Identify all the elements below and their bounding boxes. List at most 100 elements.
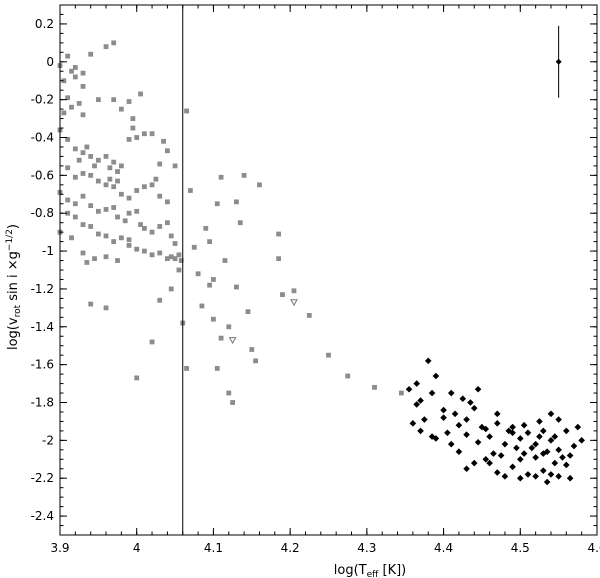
data-point-diamond <box>451 410 459 418</box>
plot-frame <box>59 4 598 536</box>
y-tick-label: -1.8 <box>31 396 54 410</box>
data-point-diamond <box>566 452 574 459</box>
data-point-square <box>111 239 117 245</box>
data-point-square <box>207 239 212 245</box>
data-point-square <box>134 188 140 193</box>
data-point-square <box>103 305 109 311</box>
data-point-square <box>84 260 90 265</box>
data-point-square <box>95 208 101 214</box>
data-point-diamond <box>482 455 490 463</box>
data-layer <box>57 40 585 486</box>
data-point-diamond <box>555 416 562 423</box>
data-point-diamond <box>566 474 574 482</box>
data-point-square <box>176 252 182 258</box>
data-point-square <box>118 191 124 197</box>
data-point-diamond <box>547 437 555 444</box>
data-point-square <box>95 157 101 163</box>
y-axis-label-base: log(v <box>6 317 21 350</box>
data-point-square <box>141 225 147 231</box>
data-point-square <box>280 292 285 298</box>
data-point-square <box>203 225 209 231</box>
data-point-diamond <box>543 478 551 486</box>
data-point-square <box>253 358 259 364</box>
x-tick-label: 4.2 <box>281 541 300 555</box>
data-point-diamond <box>509 429 516 437</box>
data-point-square <box>276 231 282 237</box>
data-point-square <box>226 324 232 330</box>
y-tick-label: -2 <box>42 433 54 447</box>
data-point-diamond <box>482 425 490 433</box>
data-point-square <box>326 352 331 358</box>
data-point-square <box>88 203 94 209</box>
data-point-diamond <box>532 473 539 480</box>
data-point-square <box>65 53 71 59</box>
series-triangle-down-open <box>228 299 298 345</box>
x-tick-label: 4 <box>133 541 141 555</box>
data-point-square <box>61 78 67 84</box>
data-point-diamond <box>547 471 555 478</box>
data-point-square <box>126 242 132 248</box>
data-point-square <box>237 220 243 226</box>
data-point-square <box>165 256 170 262</box>
data-point-square <box>234 284 239 290</box>
data-point-square <box>211 277 216 282</box>
x-axis-label: log(Teff [K]) <box>334 563 406 578</box>
data-point-square <box>76 157 82 163</box>
data-point-diamond <box>570 442 578 450</box>
data-point-diamond <box>524 471 532 478</box>
data-point-square <box>176 267 182 273</box>
data-point-square <box>168 286 174 292</box>
data-point-square <box>276 256 282 262</box>
data-point-diamond <box>440 406 447 414</box>
data-point-square <box>115 178 120 184</box>
data-point-square <box>80 171 86 176</box>
data-point-square <box>134 135 140 140</box>
data-point-square <box>65 210 71 216</box>
error-bar-point <box>555 58 562 65</box>
data-point-square <box>84 144 90 150</box>
series-square <box>57 40 404 405</box>
data-point-square <box>249 347 255 352</box>
data-point-square <box>88 301 94 307</box>
data-point-square <box>138 91 143 97</box>
y-tick-label: -2.2 <box>31 471 54 485</box>
data-point-square <box>118 106 124 112</box>
y-tick-label: -0.4 <box>31 131 54 145</box>
data-point-square <box>138 222 143 227</box>
data-point-square <box>157 250 163 256</box>
y-axis-label-tail: ) <box>6 224 21 229</box>
data-point-diamond <box>509 423 516 431</box>
y-axis: 0.2 0 -0.2 -0.4 -0.6 -0.8 -1 -1.2 -1.4 -1.6 -1.8 -2… <box>31 4 597 536</box>
data-point-diamond <box>540 427 547 435</box>
data-point-diamond <box>559 454 566 461</box>
data-point-square <box>88 172 94 178</box>
data-point-diamond <box>455 448 463 456</box>
data-point-square <box>372 384 377 390</box>
data-point-square <box>306 313 312 318</box>
data-point-triangle <box>228 337 237 345</box>
y-tick-label: -2.4 <box>31 509 54 523</box>
data-point-square <box>226 390 232 396</box>
data-point-diamond <box>555 446 562 454</box>
data-point-diamond <box>501 440 509 448</box>
data-point-diamond <box>470 459 478 467</box>
data-point-square <box>398 390 404 396</box>
data-point-square <box>95 97 101 103</box>
y-axis-label-sub: rot <box>13 304 23 317</box>
data-point-square <box>184 108 189 114</box>
data-point-diamond <box>528 444 536 452</box>
data-point-square <box>107 165 113 171</box>
data-point-square <box>88 224 94 229</box>
data-point-square <box>218 174 224 180</box>
data-point-square <box>69 235 74 241</box>
y-tick-label: -0.2 <box>31 93 54 107</box>
data-point-square <box>88 51 94 57</box>
data-point-square <box>111 184 117 190</box>
data-point-square <box>80 150 86 156</box>
data-point-square <box>80 112 86 118</box>
data-point-square <box>115 258 120 263</box>
data-point-square <box>207 282 212 288</box>
data-point-diamond <box>505 427 513 435</box>
data-point-square <box>149 252 155 258</box>
data-point-square <box>72 201 78 207</box>
